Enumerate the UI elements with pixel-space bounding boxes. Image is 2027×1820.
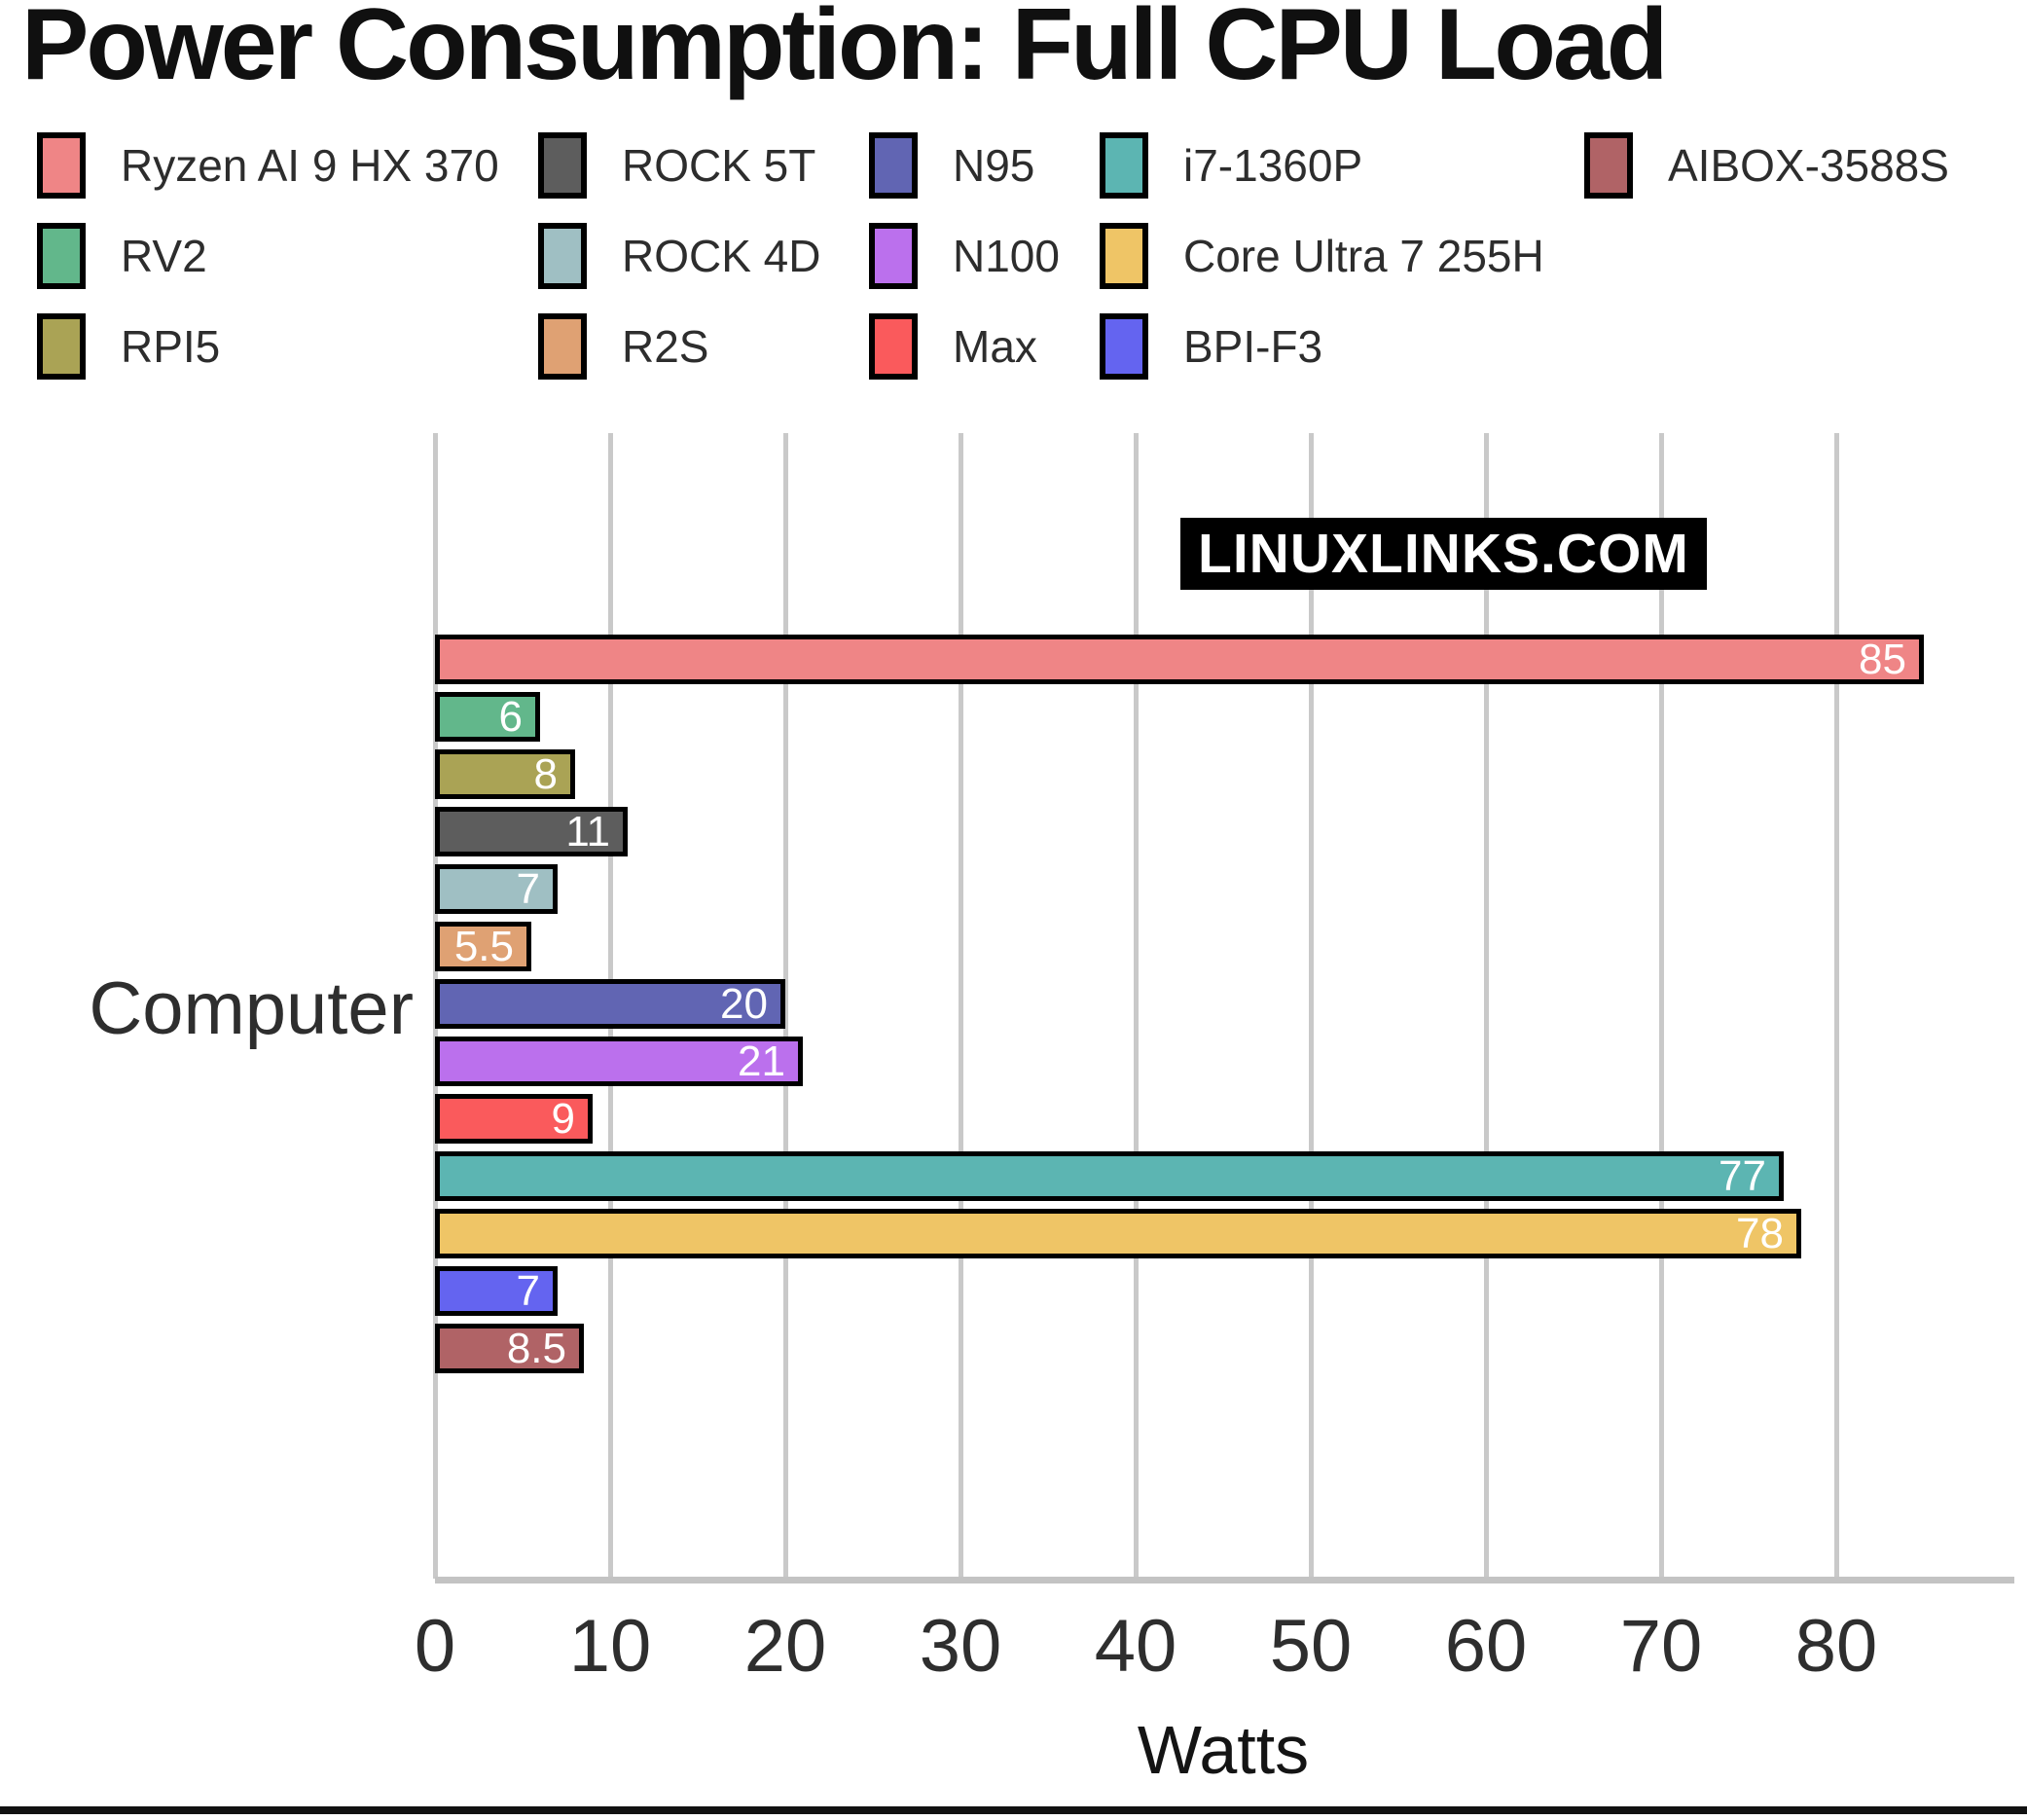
legend-swatch-core-ultra-7-255h [1100, 223, 1148, 289]
legend-label-i7-1360p: i7-1360P [1183, 140, 1363, 191]
x-axis-line [435, 1577, 2014, 1583]
bar-value-i7-1360p: 77 [1719, 1152, 1766, 1200]
legend-swatch-i7-1360p [1100, 132, 1148, 199]
bar-rv2: 6 [435, 692, 540, 742]
bar-value-bpi-f3: 7 [516, 1267, 540, 1315]
bar-rock-5t: 11 [435, 807, 628, 856]
legend-swatch-rock-4d [538, 223, 587, 289]
gridline-40 [1133, 433, 1139, 1579]
legend-label-max: Max [953, 321, 1037, 372]
x-tick-label-20: 20 [743, 1605, 827, 1688]
legend-swatch-aibox-3588s [1584, 132, 1633, 199]
legend-label-ryzen-ai-9-hx-370: Ryzen AI 9 HX 370 [121, 140, 499, 191]
legend-swatch-max [869, 313, 918, 380]
legend-label-aibox-3588s: AIBOX-3588S [1668, 140, 1949, 191]
legend-swatch-rv2 [37, 223, 86, 289]
bar-value-rock-5t: 11 [565, 808, 610, 855]
bar-aibox-3588s: 8.5 [435, 1324, 584, 1373]
x-tick-label-0: 0 [414, 1605, 456, 1688]
legend-swatch-rpi5 [37, 313, 86, 380]
bar-value-n100: 21 [738, 1037, 785, 1085]
legend-swatch-r2s [538, 313, 587, 380]
bar-value-aibox-3588s: 8.5 [506, 1325, 566, 1372]
bar-i7-1360p: 77 [435, 1151, 1784, 1201]
bottom-divider [0, 1806, 2027, 1814]
bar-value-r2s: 5.5 [453, 923, 514, 970]
x-tick-label-60: 60 [1444, 1605, 1528, 1688]
bar-rock-4d: 7 [435, 864, 558, 914]
gridline-50 [1308, 433, 1314, 1579]
gridline-60 [1483, 433, 1489, 1579]
x-tick-label-10: 10 [568, 1605, 652, 1688]
gridline-80 [1833, 433, 1839, 1579]
x-tick-label-50: 50 [1269, 1605, 1353, 1688]
bar-ryzen-ai-9-hx-370: 85 [435, 635, 1924, 684]
bar-value-ryzen-ai-9-hx-370: 85 [1859, 636, 1906, 683]
bar-value-core-ultra-7-255h: 78 [1736, 1210, 1784, 1257]
bar-n100: 21 [435, 1037, 803, 1086]
chart-title: Power Consumption: Full CPU Load [21, 0, 1668, 101]
bar-value-rpi5: 8 [533, 750, 558, 798]
legend-label-rv2: RV2 [121, 231, 207, 281]
legend-label-rpi5: RPI5 [121, 321, 221, 372]
bar-value-rv2: 6 [498, 693, 523, 741]
bar-value-max: 9 [551, 1095, 575, 1143]
bar-core-ultra-7-255h: 78 [435, 1209, 1801, 1258]
legend: Ryzen AI 9 HX 370 RV2 RPI5 ROCK 5T ROCK 4D R2… [0, 0, 2027, 399]
bar-value-rock-4d: 7 [516, 865, 540, 913]
bar-max: 9 [435, 1094, 593, 1144]
legend-swatch-bpi-f3 [1100, 313, 1148, 380]
bar-n95: 20 [435, 979, 785, 1029]
gridline-70 [1658, 433, 1664, 1579]
bar-rpi5: 8 [435, 749, 575, 799]
x-tick-label-70: 70 [1619, 1605, 1703, 1688]
legend-label-rock-4d: ROCK 4D [622, 231, 821, 281]
legend-label-core-ultra-7-255h: Core Ultra 7 255H [1183, 231, 1544, 281]
legend-swatch-n95 [869, 132, 918, 199]
legend-label-rock-5t: ROCK 5T [622, 140, 816, 191]
gridline-30 [958, 433, 963, 1579]
bar-value-n95: 20 [720, 980, 768, 1028]
y-axis-title: Computer [89, 967, 414, 1050]
legend-label-n100: N100 [953, 231, 1060, 281]
watermark: LINUXLINKS.COM [1180, 518, 1707, 590]
gridline-20 [782, 433, 788, 1579]
legend-swatch-ryzen-ai-9-hx-370 [37, 132, 86, 199]
x-axis-title: Watts [1137, 1712, 1310, 1788]
legend-swatch-n100 [869, 223, 918, 289]
bar-bpi-f3: 7 [435, 1266, 558, 1316]
legend-label-r2s: R2S [622, 321, 709, 372]
legend-label-n95: N95 [953, 140, 1035, 191]
legend-swatch-rock-5t [538, 132, 587, 199]
x-tick-label-80: 80 [1794, 1605, 1878, 1688]
x-tick-label-40: 40 [1094, 1605, 1177, 1688]
x-tick-label-30: 30 [919, 1605, 1002, 1688]
legend-label-bpi-f3: BPI-F3 [1183, 321, 1323, 372]
plot-area: 85 6 8 11 7 5.5 20 21 9 77 78 7 8.5 [432, 433, 2011, 1579]
bar-r2s: 5.5 [435, 922, 531, 971]
